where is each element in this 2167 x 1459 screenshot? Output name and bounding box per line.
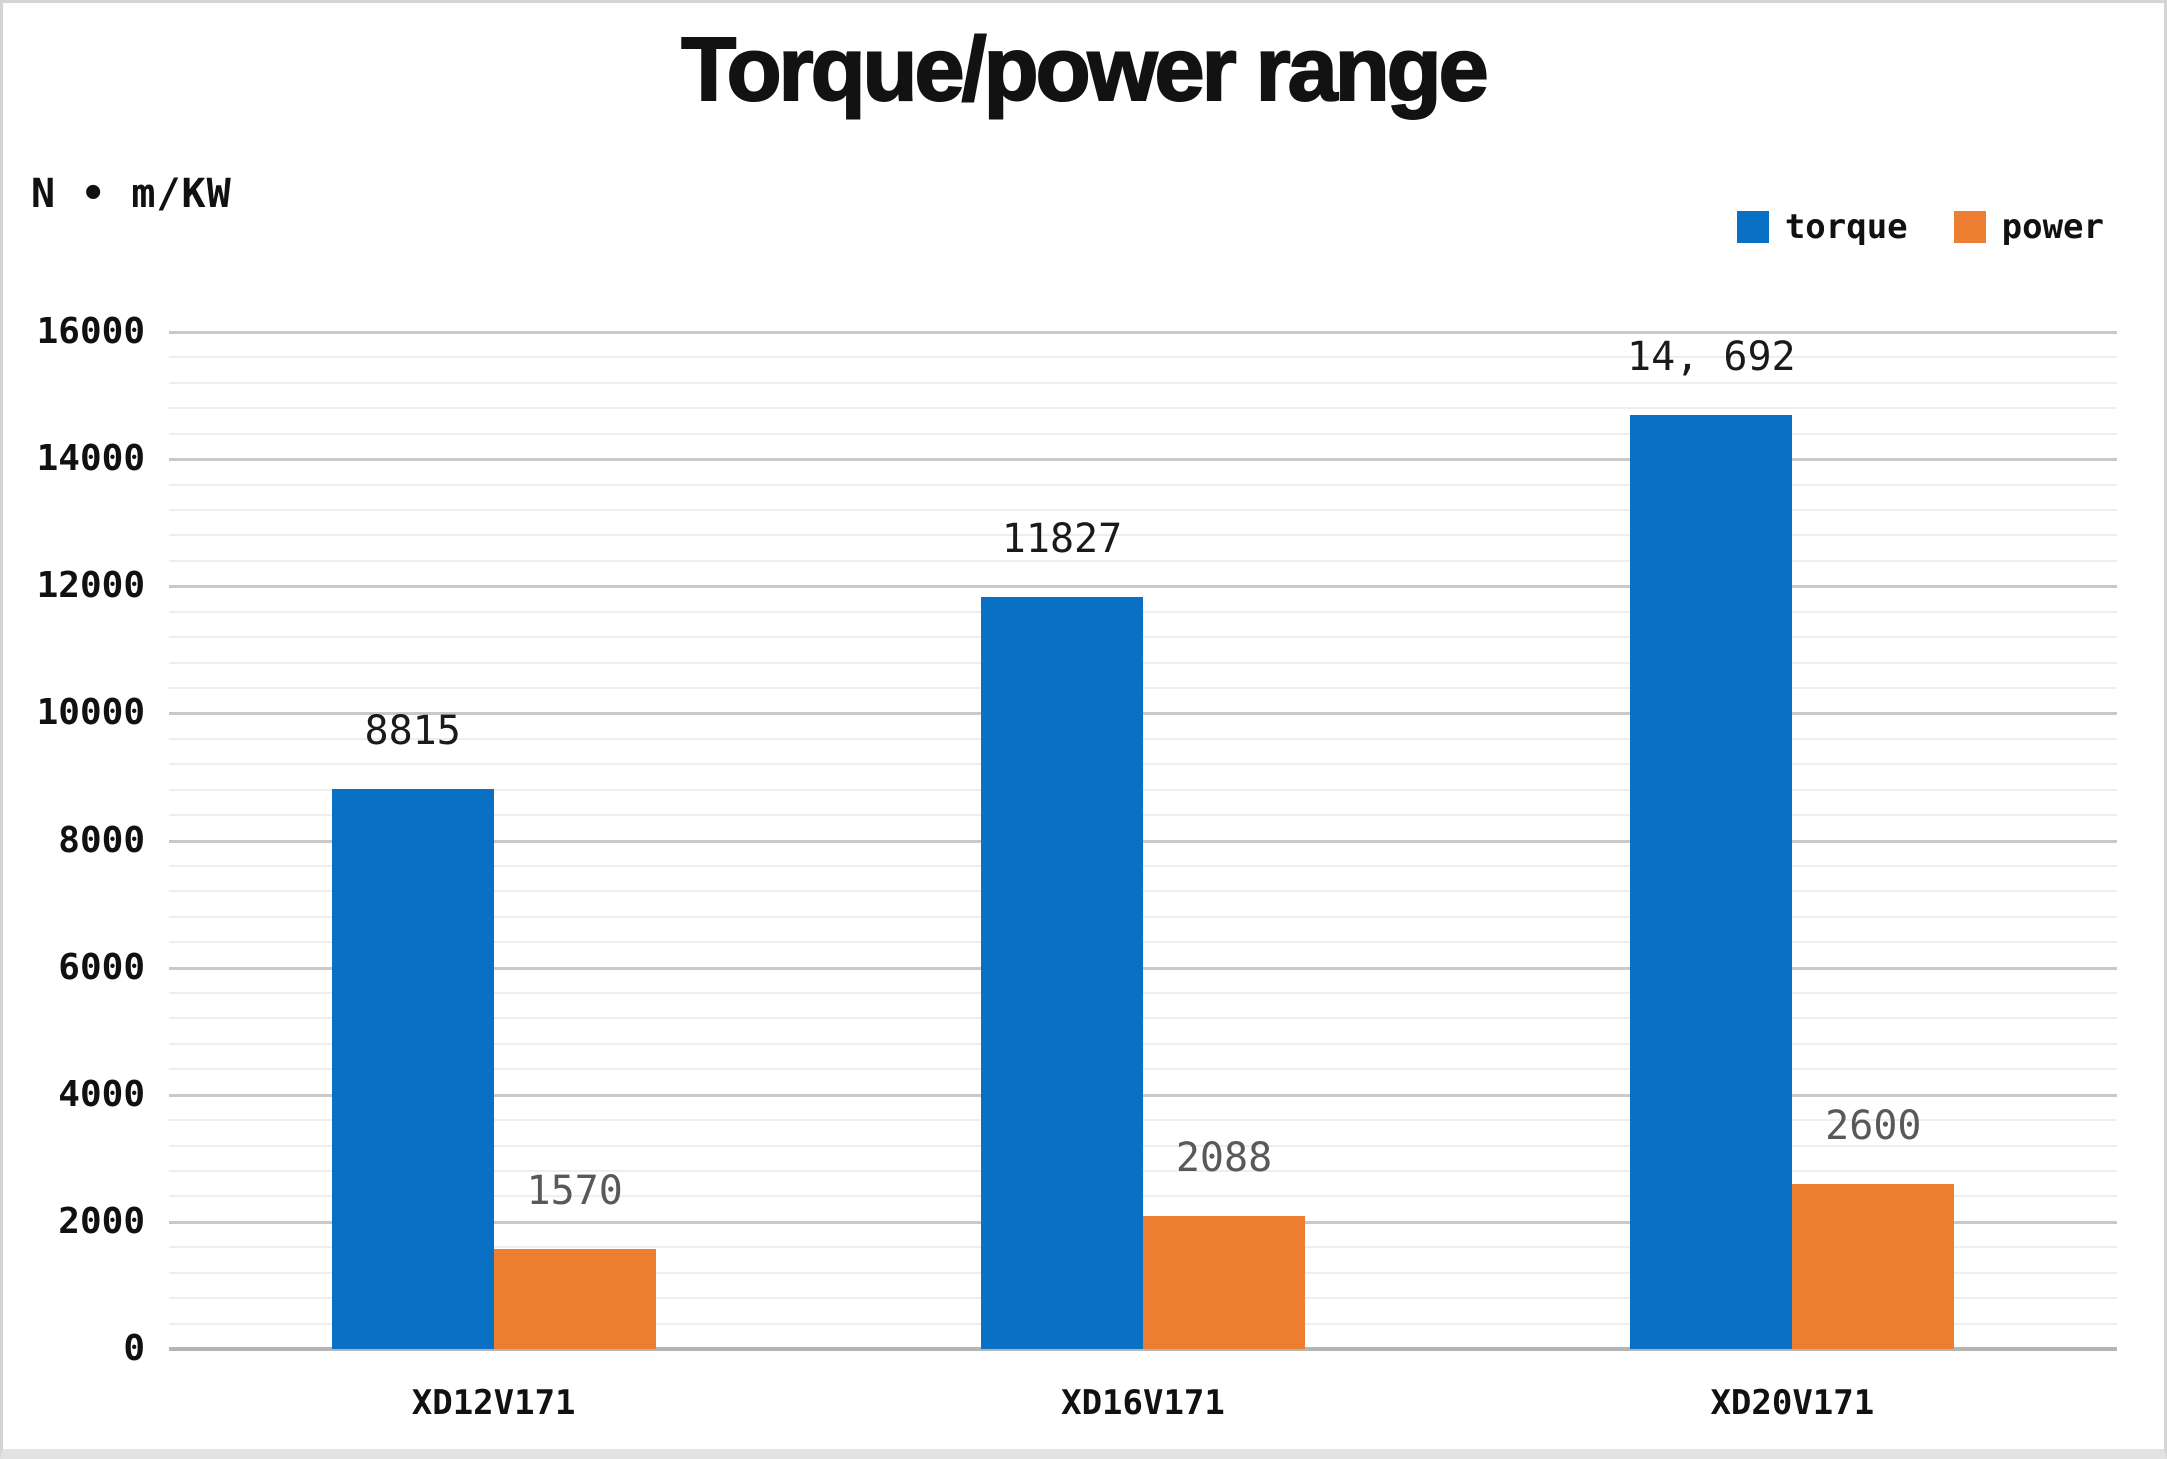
bar-power-xd16v171 <box>1143 1216 1305 1349</box>
gridline-minor-10400 <box>169 686 2117 689</box>
x-label-xd12v171: XD12V171 <box>411 1383 576 1423</box>
gridline-major-8000 <box>169 839 2117 843</box>
gridline-minor-12400 <box>169 559 2117 562</box>
bar-torque-xd20v171 <box>1630 415 1793 1349</box>
y-tick-16000: 16000 <box>36 311 145 352</box>
legend-swatch-power <box>1953 211 1986 243</box>
gridline-minor-9200 <box>169 763 2117 766</box>
bar-power-xd12v171 <box>493 1249 656 1349</box>
x-label-xd20v171: XD20V171 <box>1710 1383 1875 1423</box>
gridline-minor-2400 <box>169 1195 2117 1198</box>
gridline-minor-6800 <box>169 915 2117 918</box>
value-label-torque-xd12v171: 8815 <box>364 707 461 754</box>
legend-item-torque: torque <box>1736 207 1908 247</box>
gridline-minor-8400 <box>169 814 2117 817</box>
gridline-minor-14400 <box>169 432 2117 435</box>
bar-power-xd20v171 <box>1792 1183 1955 1349</box>
gridline-minor-7200 <box>169 890 2117 893</box>
gridline-minor-13200 <box>169 508 2117 511</box>
legend: torque power <box>1736 207 2104 247</box>
gridline-minor-6400 <box>169 941 2117 944</box>
value-label-torque-xd20v171: 14, 692 <box>1627 334 1796 381</box>
gridline-minor-4400 <box>169 1068 2117 1071</box>
gridline-major-12000 <box>169 585 2117 589</box>
y-tick-4000: 4000 <box>58 1073 145 1115</box>
bar-torque-xd12v171 <box>331 788 494 1349</box>
gridline-minor-7600 <box>169 864 2117 867</box>
x-axis-baseline <box>169 1347 2117 1351</box>
gridline-minor-3200 <box>169 1144 2117 1147</box>
y-tick-14000: 14000 <box>36 438 145 480</box>
gridline-minor-3600 <box>169 1119 2117 1122</box>
gridline-minor-15200 <box>169 381 2117 384</box>
legend-label-power: power <box>2001 207 2104 247</box>
gridline-minor-8800 <box>169 788 2117 791</box>
gridline-major-4000 <box>169 1093 2117 1097</box>
y-tick-12000: 12000 <box>36 565 145 607</box>
chart-title: Torque/power range <box>680 19 1489 121</box>
gridline-major-14000 <box>169 458 2117 462</box>
value-label-power-xd16v171: 2088 <box>1175 1135 1273 1182</box>
gridline-major-16000 <box>169 331 2117 334</box>
gridline-minor-2800 <box>169 1170 2117 1173</box>
legend-swatch-torque <box>1736 211 1769 243</box>
gridline-major-6000 <box>169 966 2117 970</box>
gridline-minor-5600 <box>169 992 2117 995</box>
x-label-xd16v171: XD16V171 <box>1061 1383 1225 1423</box>
value-label-torque-xd16v171: 11827 <box>1001 516 1123 563</box>
y-tick-2000: 2000 <box>58 1200 145 1242</box>
y-axis-unit-label: N • m/KW <box>31 171 232 217</box>
y-tick-6000: 6000 <box>58 946 145 988</box>
value-label-power-xd12v171: 1570 <box>526 1168 623 1215</box>
gridline-minor-11600 <box>169 610 2117 613</box>
gridline-minor-11200 <box>169 636 2117 639</box>
y-tick-10000: 10000 <box>36 692 145 734</box>
gridline-minor-9600 <box>169 737 2117 740</box>
legend-item-power: power <box>1953 207 2104 247</box>
gridline-minor-5200 <box>169 1017 2117 1020</box>
bar-torque-xd16v171 <box>981 597 1143 1349</box>
y-tick-8000: 8000 <box>58 819 145 861</box>
gridline-minor-10800 <box>169 661 2117 664</box>
gridline-major-10000 <box>169 712 2117 716</box>
plot-area: 0 2000 4000 6000 8000 10000 12000 14000 16000 881… <box>3 3 2164 1449</box>
gridline-minor-13600 <box>169 483 2117 486</box>
gridline-minor-4800 <box>169 1042 2117 1045</box>
legend-label-torque: torque <box>1784 207 1908 247</box>
gridline-minor-14800 <box>169 407 2117 410</box>
gridline-minor-15600 <box>169 356 2117 359</box>
gridline-minor-12800 <box>169 534 2117 537</box>
y-tick-0: 0 <box>123 1328 145 1369</box>
value-label-power-xd20v171: 2600 <box>1825 1102 1922 1149</box>
